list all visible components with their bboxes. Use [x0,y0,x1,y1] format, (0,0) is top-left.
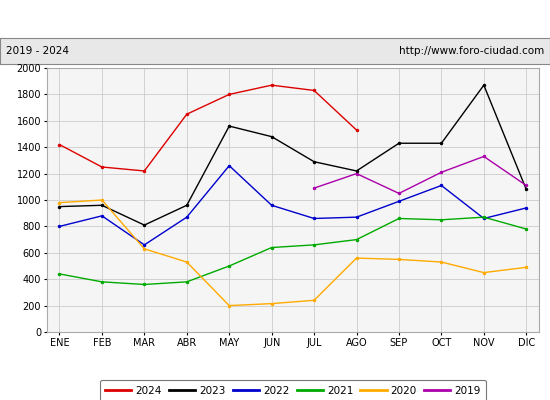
Legend: 2024, 2023, 2022, 2021, 2020, 2019: 2024, 2023, 2022, 2021, 2020, 2019 [100,380,486,400]
Text: http://www.foro-ciudad.com: http://www.foro-ciudad.com [399,46,544,56]
Text: Evolucion Nº Turistas Extranjeros en el municipio de Mairena del Aljarafe: Evolucion Nº Turistas Extranjeros en el … [60,12,490,26]
Text: 2019 - 2024: 2019 - 2024 [6,46,69,56]
